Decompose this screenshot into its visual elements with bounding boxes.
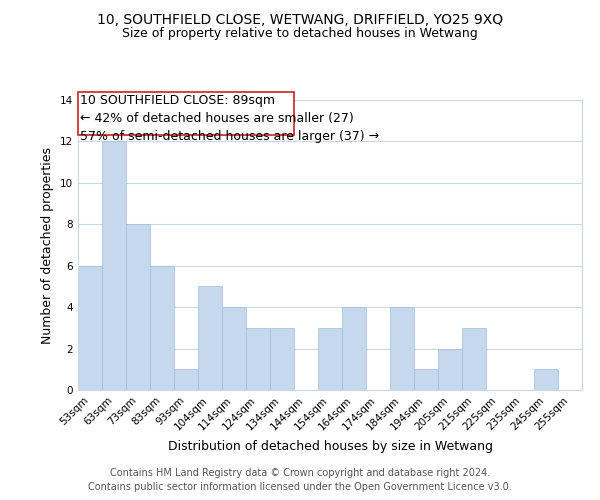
- Bar: [534, 370, 558, 390]
- Text: Contains HM Land Registry data © Crown copyright and database right 2024.: Contains HM Land Registry data © Crown c…: [110, 468, 490, 477]
- Text: Contains public sector information licensed under the Open Government Licence v3: Contains public sector information licen…: [88, 482, 512, 492]
- Bar: [390, 307, 414, 390]
- Bar: [78, 266, 102, 390]
- Bar: [318, 328, 342, 390]
- Bar: [438, 348, 462, 390]
- Bar: [174, 370, 198, 390]
- Bar: [102, 142, 126, 390]
- Text: 10, SOUTHFIELD CLOSE, WETWANG, DRIFFIELD, YO25 9XQ: 10, SOUTHFIELD CLOSE, WETWANG, DRIFFIELD…: [97, 12, 503, 26]
- Bar: [222, 307, 246, 390]
- Bar: [78, 92, 294, 135]
- Bar: [462, 328, 486, 390]
- Bar: [270, 328, 294, 390]
- Y-axis label: Number of detached properties: Number of detached properties: [41, 146, 55, 344]
- Text: 10 SOUTHFIELD CLOSE: 89sqm
← 42% of detached houses are smaller (27)
57% of semi: 10 SOUTHFIELD CLOSE: 89sqm ← 42% of deta…: [80, 94, 380, 143]
- Text: Size of property relative to detached houses in Wetwang: Size of property relative to detached ho…: [122, 28, 478, 40]
- Bar: [342, 307, 366, 390]
- Bar: [126, 224, 150, 390]
- Bar: [150, 266, 174, 390]
- X-axis label: Distribution of detached houses by size in Wetwang: Distribution of detached houses by size …: [167, 440, 493, 453]
- Bar: [198, 286, 222, 390]
- Bar: [246, 328, 270, 390]
- Bar: [414, 370, 438, 390]
